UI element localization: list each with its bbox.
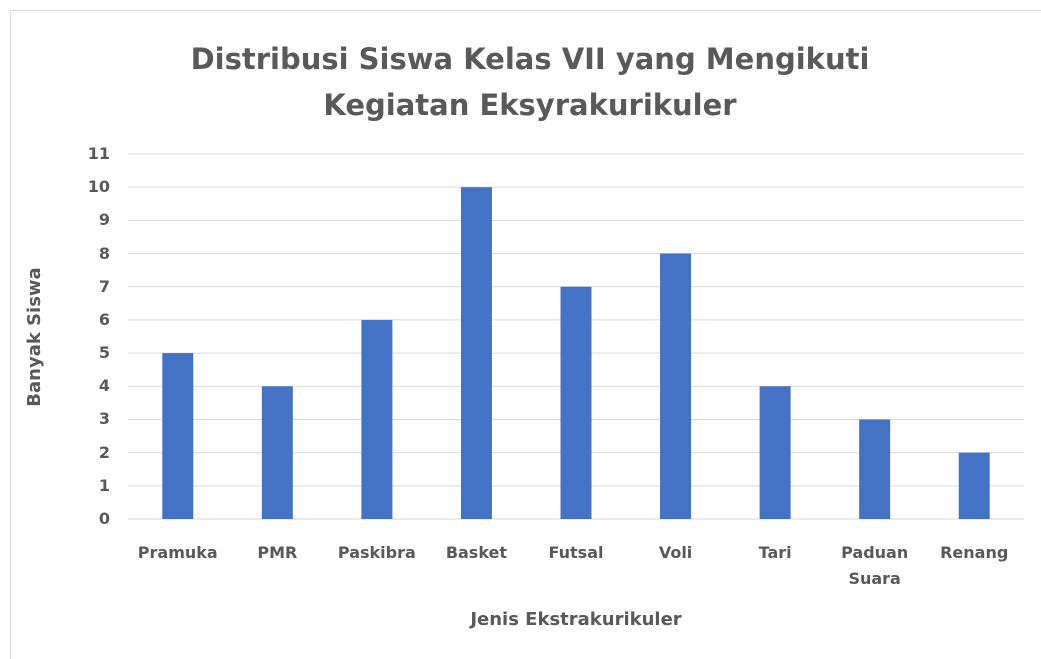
y-tick-label: 9 xyxy=(98,210,110,230)
x-tick-label: Tari xyxy=(758,543,792,562)
chart-border xyxy=(10,10,1041,659)
x-axis-label: Jenis Ekstrakurikuler xyxy=(470,609,682,630)
y-axis-label: Banyak Siswa xyxy=(24,266,45,407)
y-tick-label: 5 xyxy=(98,343,110,363)
x-tick-label: Paduan Suara xyxy=(841,543,909,588)
x-tick-label: Voli xyxy=(658,543,693,562)
bar xyxy=(162,353,194,519)
chart-title: Distribusi Siswa Kelas VII yang Mengikut… xyxy=(190,42,870,122)
bar xyxy=(460,187,492,519)
x-tick-label: Futsal xyxy=(548,543,604,562)
y-tick-label: 8 xyxy=(98,243,110,263)
y-tick-label: 1 xyxy=(98,475,110,495)
y-tick-label: 10 xyxy=(87,177,110,197)
bar xyxy=(660,253,692,519)
y-tick-label: 2 xyxy=(98,442,110,462)
bar xyxy=(759,386,791,519)
y-tick-label: 3 xyxy=(98,409,110,429)
bar xyxy=(361,319,393,519)
y-tick-label: 4 xyxy=(98,376,110,396)
bar xyxy=(958,452,990,519)
y-tick-label: 7 xyxy=(98,276,110,296)
x-tick-label: Renang xyxy=(940,543,1009,562)
x-tick-label: Basket xyxy=(445,543,508,562)
y-tick-label: 0 xyxy=(98,509,110,528)
bar xyxy=(560,286,592,519)
y-tick-label: 11 xyxy=(87,144,110,163)
x-tick-label: Pramuka xyxy=(137,543,218,562)
x-tick-label: PMR xyxy=(257,543,298,562)
y-tick-label: 6 xyxy=(98,309,110,329)
x-tick-label: Paskibra xyxy=(337,543,416,562)
bar xyxy=(261,386,293,519)
bar xyxy=(859,419,891,519)
